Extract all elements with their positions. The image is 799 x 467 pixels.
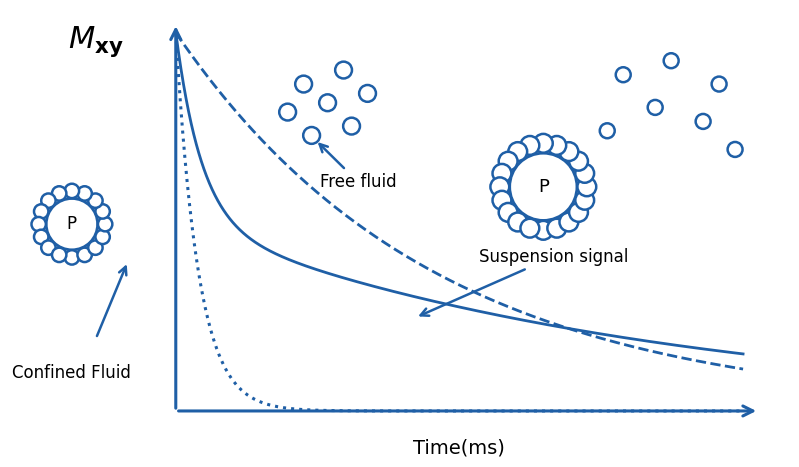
Ellipse shape (34, 230, 49, 244)
Text: $\boldsymbol{\mathit{M}}_{\mathbf{xy}}$: $\boldsymbol{\mathit{M}}_{\mathbf{xy}}$ (68, 25, 124, 59)
Ellipse shape (491, 177, 509, 196)
Ellipse shape (578, 177, 596, 196)
Ellipse shape (510, 153, 577, 220)
Ellipse shape (508, 142, 527, 161)
Ellipse shape (88, 193, 102, 208)
Ellipse shape (319, 94, 336, 111)
Text: P: P (538, 178, 549, 196)
Ellipse shape (78, 186, 92, 201)
Ellipse shape (712, 77, 726, 92)
Ellipse shape (534, 221, 553, 240)
Ellipse shape (78, 248, 92, 262)
Ellipse shape (88, 241, 102, 255)
Ellipse shape (569, 203, 588, 222)
Ellipse shape (520, 219, 539, 238)
Ellipse shape (95, 230, 109, 244)
Ellipse shape (359, 85, 376, 102)
Ellipse shape (65, 184, 79, 198)
Ellipse shape (569, 152, 588, 170)
Ellipse shape (95, 204, 109, 219)
Ellipse shape (335, 62, 352, 78)
Ellipse shape (499, 152, 518, 170)
Ellipse shape (65, 250, 79, 265)
Text: Confined Fluid: Confined Fluid (13, 364, 131, 382)
Ellipse shape (492, 191, 511, 210)
Ellipse shape (343, 118, 360, 134)
Ellipse shape (34, 204, 49, 219)
Ellipse shape (616, 67, 630, 82)
Ellipse shape (98, 217, 113, 231)
Ellipse shape (279, 104, 296, 120)
Ellipse shape (46, 198, 97, 250)
Ellipse shape (508, 212, 527, 232)
Ellipse shape (547, 219, 566, 238)
Ellipse shape (42, 193, 56, 208)
Ellipse shape (575, 191, 594, 210)
Ellipse shape (52, 248, 66, 262)
Ellipse shape (520, 136, 539, 155)
Ellipse shape (575, 164, 594, 183)
Ellipse shape (696, 114, 710, 129)
Ellipse shape (664, 53, 678, 68)
Ellipse shape (600, 123, 614, 138)
Ellipse shape (648, 100, 662, 115)
Ellipse shape (559, 142, 578, 161)
Ellipse shape (52, 186, 66, 201)
Ellipse shape (31, 217, 46, 231)
Text: Time(ms): Time(ms) (414, 439, 505, 458)
Ellipse shape (559, 212, 578, 232)
Ellipse shape (295, 76, 312, 92)
Ellipse shape (534, 134, 553, 153)
Text: P: P (67, 215, 77, 233)
Ellipse shape (303, 127, 320, 144)
Ellipse shape (547, 136, 566, 155)
Text: Free fluid: Free fluid (320, 144, 396, 191)
Text: Suspension signal: Suspension signal (420, 248, 629, 316)
Ellipse shape (42, 241, 56, 255)
Ellipse shape (492, 164, 511, 183)
Ellipse shape (499, 203, 518, 222)
Ellipse shape (728, 142, 742, 157)
